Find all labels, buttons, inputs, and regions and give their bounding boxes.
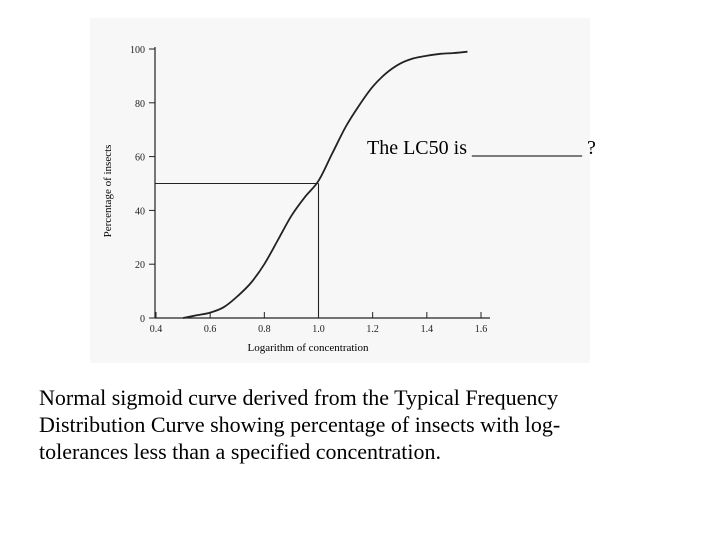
chart-axes (154, 47, 490, 319)
x-tick-label: 1.4 (421, 324, 434, 335)
x-tick-label: 1.2 (366, 324, 379, 335)
lc50-question: The LC50 is ___________ ? (367, 137, 596, 159)
series-line (182, 50, 468, 319)
y-tick-label: 0 (140, 314, 145, 325)
x-tick-label: 1.0 (312, 324, 325, 335)
y-tick-label: 40 (135, 206, 145, 217)
x-axis-label: Logarithm of concentration (248, 342, 369, 354)
chart-ticks: 0 20 40 60 80 100 0.4 0.6 0.8 1.0 1.2 1.4 1.6 (130, 45, 487, 335)
y-tick-label: 100 (130, 45, 145, 56)
x-tick-label: 0.4 (150, 324, 163, 335)
x-tick-label: 0.8 (258, 324, 271, 335)
x-tick-label: 1.6 (475, 324, 488, 335)
y-tick-label: 80 (135, 99, 145, 110)
chart-series-layer (182, 50, 468, 319)
figure-panel (90, 18, 590, 363)
y-axis-label: Percentage of insects (102, 145, 114, 238)
y-tick-label: 20 (135, 260, 145, 271)
y-tick-label: 60 (135, 153, 145, 164)
chart-annotations (155, 182, 320, 318)
x-tick-label: 0.6 (204, 324, 217, 335)
chart: 0 20 40 60 80 100 0.4 0.6 0.8 1.0 1.2 1.4 1.6 Logari… (102, 45, 490, 354)
figure-caption: Normal sigmoid curve derived from the Ty… (39, 385, 561, 464)
